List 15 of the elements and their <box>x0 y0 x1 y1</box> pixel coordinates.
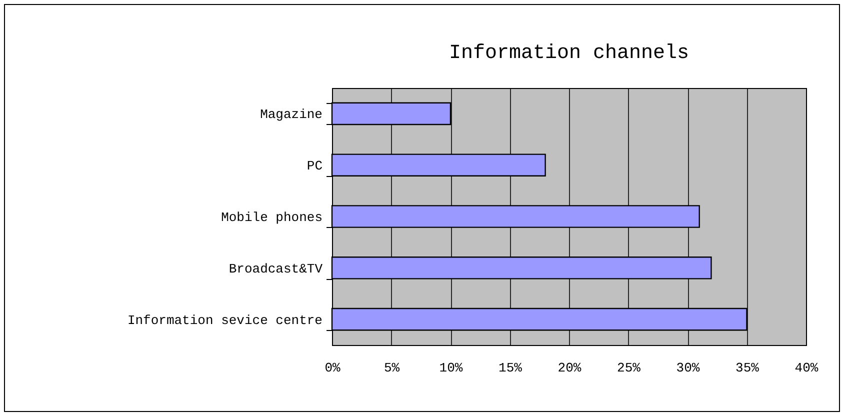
chart-title: Information channels <box>448 42 690 65</box>
x-tick-label: 10% <box>439 360 463 376</box>
x-tick-label: 40% <box>794 360 818 376</box>
x-tick-label: 0% <box>324 360 340 376</box>
x-tick-label: 30% <box>676 360 700 376</box>
x-tick-label: 15% <box>498 360 522 376</box>
x-tick-label: 35% <box>736 360 760 376</box>
y-tick-label: Information sevice centre <box>127 312 322 328</box>
x-tick-label: 25% <box>617 360 641 376</box>
y-tick-label: Broadcast&TV <box>228 261 323 276</box>
y-tick-label: Mobile phones <box>221 210 322 225</box>
x-tick-label: 20% <box>558 360 582 376</box>
x-tick-label: 5% <box>384 360 400 376</box>
y-tick-label: PC <box>306 158 323 174</box>
y-tick-label: Magazine <box>260 107 322 122</box>
